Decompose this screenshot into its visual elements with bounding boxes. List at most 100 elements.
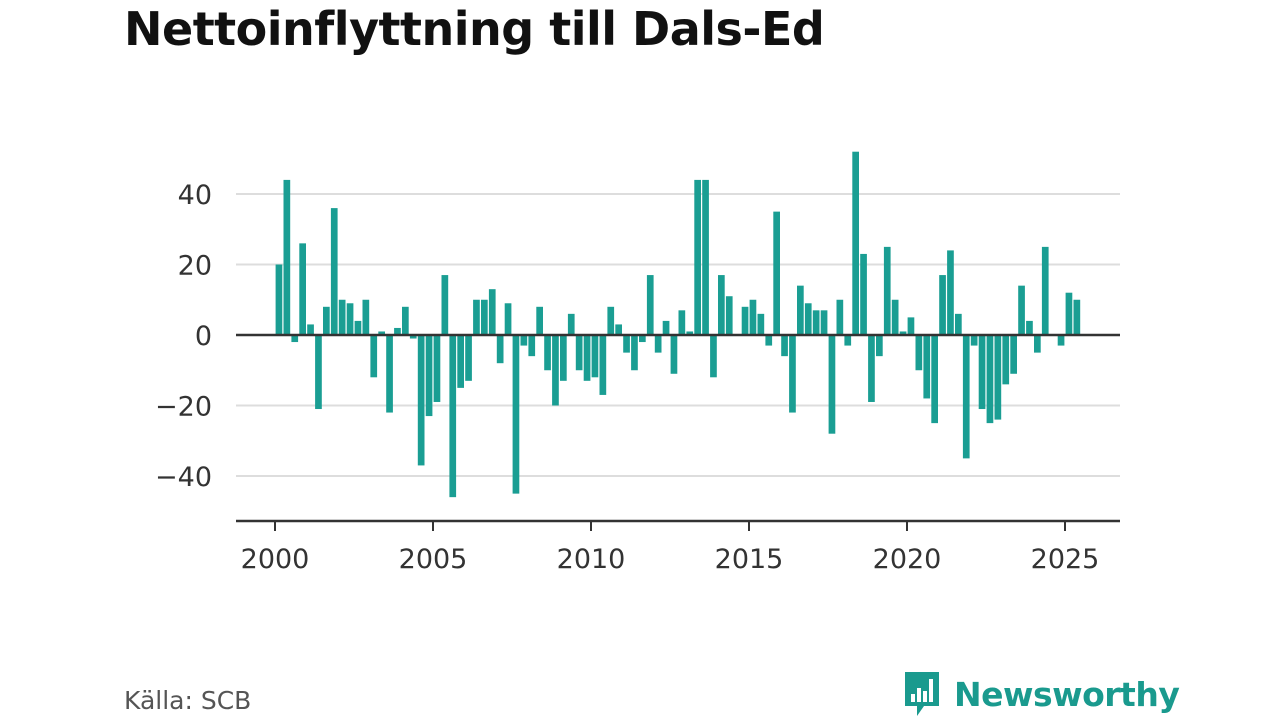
bar [876, 335, 883, 357]
bar [899, 331, 907, 335]
bar [639, 335, 646, 343]
bar [370, 335, 378, 378]
bar [394, 327, 401, 335]
bar [386, 335, 393, 413]
bar [1041, 246, 1049, 335]
bar [678, 310, 686, 335]
bar [291, 335, 299, 343]
bar [915, 335, 923, 371]
bar [1026, 320, 1033, 335]
bar [449, 335, 457, 498]
bar [338, 299, 346, 335]
bar [504, 303, 512, 335]
brand-logo: Newsworthy [902, 668, 1180, 720]
bar [520, 335, 528, 346]
bar [646, 275, 654, 335]
bar [757, 313, 765, 335]
bar [299, 243, 306, 335]
bar [441, 275, 449, 335]
bar [955, 313, 962, 335]
bar [670, 335, 678, 374]
bar [812, 310, 820, 335]
bar [654, 335, 662, 353]
source-note: Källa: SCB [124, 686, 252, 715]
bar [552, 335, 559, 406]
bar [931, 335, 938, 424]
bar [1073, 299, 1081, 335]
tick-labels: 40 20 0 −20 −40 2000 2005 2010 2015 2020 2025 [155, 180, 1099, 575]
bar [615, 324, 622, 335]
bar [417, 335, 425, 466]
bar [402, 306, 409, 335]
bar [473, 299, 480, 335]
x-tick-label: 2010 [557, 544, 626, 575]
bar [986, 335, 994, 424]
gridlines [236, 193, 1120, 477]
bars [275, 151, 1081, 498]
bar [1010, 335, 1017, 374]
bar [354, 320, 362, 335]
bar [852, 151, 859, 335]
x-tick-label: 2000 [241, 544, 310, 575]
bar [599, 335, 607, 395]
bar [275, 264, 283, 335]
bar [496, 335, 504, 364]
bar [883, 246, 891, 335]
bar [631, 335, 638, 371]
bar [836, 299, 844, 335]
brand-name: Newsworthy [954, 674, 1180, 714]
bar [820, 310, 828, 335]
bar [583, 335, 591, 381]
y-tick-label: 20 [178, 251, 212, 282]
bar [970, 335, 978, 346]
bar [623, 335, 630, 353]
y-tick-label: −40 [155, 462, 212, 493]
y-tick-label: 0 [195, 321, 212, 352]
bar [315, 335, 322, 410]
bar [725, 296, 733, 335]
bar [718, 275, 725, 335]
bar [994, 335, 1002, 420]
bar [425, 335, 433, 417]
bar [741, 306, 749, 335]
bar [488, 289, 496, 335]
bar [694, 179, 701, 335]
bar [907, 317, 915, 335]
bar [481, 299, 488, 335]
bar [1018, 285, 1025, 335]
newsworthy-logo-icon [905, 672, 939, 716]
bar [939, 275, 946, 335]
bar [575, 335, 583, 371]
bar [607, 306, 615, 335]
bar [323, 306, 330, 335]
y-tick-label: −20 [155, 392, 212, 423]
bar [710, 335, 717, 378]
x-tick-label: 2025 [1031, 544, 1100, 575]
bar [749, 299, 757, 335]
x-tick-label: 2015 [715, 544, 784, 575]
bar [781, 335, 788, 357]
bar [330, 208, 338, 335]
bar [512, 335, 520, 494]
bar [702, 179, 709, 335]
bar [307, 324, 314, 335]
bar [797, 285, 804, 335]
chart-title: Nettoinflyttning till Dals-Ed [124, 2, 825, 56]
bar [891, 299, 899, 335]
bar [560, 335, 567, 381]
bar [528, 335, 536, 357]
bar [844, 335, 852, 346]
bar [962, 335, 970, 459]
bar [378, 331, 385, 335]
bar [283, 179, 291, 335]
bar [686, 331, 694, 335]
bar [346, 303, 354, 335]
bar [804, 303, 812, 335]
bar [536, 306, 543, 335]
x-tick-label: 2020 [873, 544, 942, 575]
bar [1034, 335, 1041, 353]
x-tick-label: 2005 [399, 544, 468, 575]
bar [591, 335, 599, 378]
bar [567, 313, 575, 335]
